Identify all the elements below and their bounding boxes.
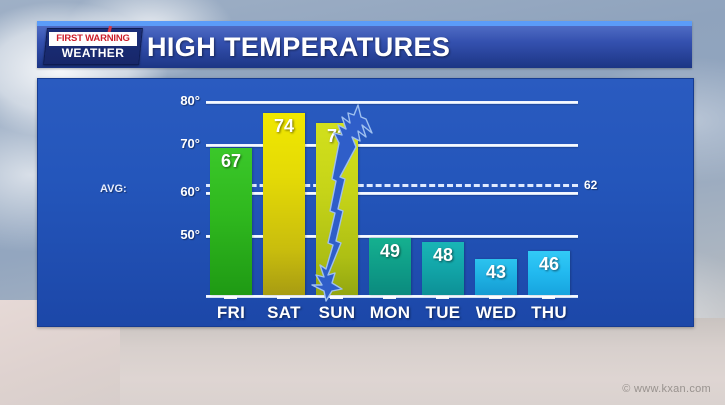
bar-mon: 49 (369, 238, 411, 295)
bar-sat: 74 (263, 113, 305, 295)
forecast-chart-panel: 80° 70° 60° 50° AVG: 62 67 74 72 49 48 4… (37, 78, 694, 327)
avg-label: AVG: (100, 183, 127, 195)
logo-line-first-warning: FIRST WARNING (49, 32, 137, 46)
page-title: HIGH TEMPERATURES (147, 32, 451, 62)
bar-fri: 67 (210, 148, 252, 295)
first-warning-weather-logo: FIRST WARNING WEATHER (43, 25, 143, 65)
day-label-sat: SAT (267, 303, 301, 322)
tick-mon (383, 296, 396, 299)
logo-inner: FIRST WARNING WEATHER (46, 25, 140, 64)
bar-thu: 46 (528, 251, 570, 295)
sky-background-lower (0, 318, 725, 405)
axis-label-70: 70° (180, 136, 200, 151)
tick-sun (330, 296, 343, 299)
day-label-wed: WED (475, 303, 517, 322)
gridline-80 (206, 101, 578, 104)
bar-value-fri: 67 (220, 151, 242, 171)
tick-tue (436, 296, 449, 299)
watermark-kxan: © www.kxan.com (622, 383, 711, 395)
tick-sat (277, 296, 290, 299)
tick-wed (489, 296, 502, 299)
bar-value-sat: 74 (273, 116, 295, 136)
day-label-thu: THU (531, 303, 567, 322)
bar-value-sun: 72 (326, 126, 348, 146)
bar-value-wed: 43 (485, 262, 507, 282)
day-label-tue: TUE (425, 303, 461, 322)
day-label-fri: FRI (216, 303, 246, 322)
bar-value-mon: 49 (379, 241, 401, 261)
day-label-sun: SUN (318, 303, 356, 322)
header-bar: FIRST WARNING WEATHER HIGH TEMPERATURES (37, 21, 692, 68)
bar-wed: 43 (475, 259, 517, 295)
gridline-70 (206, 144, 578, 147)
axis-label-60: 60° (180, 184, 200, 199)
day-label-mon: MON (369, 303, 411, 322)
bar-sun: 72 (316, 123, 358, 295)
axis-label-50: 50° (180, 227, 200, 242)
tick-thu (542, 296, 555, 299)
cold-front-arrow-icon (311, 104, 373, 302)
gridline-50 (206, 235, 578, 238)
axis-label-80: 80° (180, 93, 200, 108)
logo-line-weather: WEATHER (61, 46, 125, 60)
bar-tue: 48 (422, 242, 464, 295)
bar-value-tue: 48 (432, 245, 454, 265)
bar-value-thu: 46 (538, 254, 560, 274)
gridline-avg-62 (206, 184, 578, 187)
tick-fri (224, 296, 237, 299)
avg-right-value: 62 (584, 178, 598, 192)
gridline-60 (206, 192, 578, 195)
